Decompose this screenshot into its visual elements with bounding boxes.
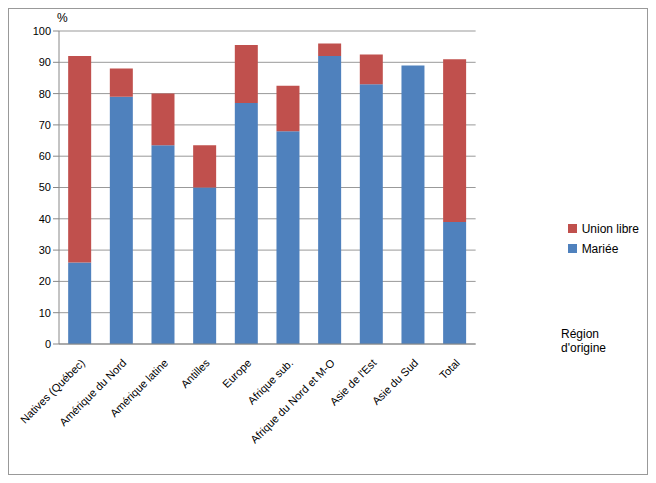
svg-text:Total: Total — [437, 357, 462, 382]
svg-text:40: 40 — [39, 213, 51, 225]
svg-text:Afrique sub.: Afrique sub. — [245, 356, 296, 407]
svg-text:90: 90 — [39, 56, 51, 68]
svg-text:Amérique du Nord: Amérique du Nord — [56, 356, 129, 429]
html-text:Région d'origine: Région d'origine — [561, 327, 606, 355]
svg-text:50: 50 — [39, 181, 51, 193]
svg-text:70: 70 — [39, 119, 51, 131]
svg-text:Afrique du Nord et M-O: Afrique du Nord et M-O — [248, 356, 337, 445]
svg-text:Asie de l'Est: Asie de l'Est — [327, 356, 379, 408]
svg-text:Antilles: Antilles — [178, 356, 212, 390]
svg-text:60: 60 — [39, 150, 51, 162]
svg-text:Natives (Québec): Natives (Québec) — [17, 356, 87, 426]
html-text:Union libre: Union libre — [581, 221, 639, 236]
html-text:Mariée: Mariée — [581, 241, 619, 256]
svg-text:Europe: Europe — [220, 357, 254, 391]
svg-text:20: 20 — [39, 275, 51, 287]
svg-text:Asie du Sud: Asie du Sud — [370, 357, 420, 407]
svg-text:100: 100 — [33, 25, 51, 37]
svg-text:10: 10 — [39, 307, 51, 319]
svg-text:80: 80 — [39, 88, 51, 100]
svg-text:Amérique latine: Amérique latine — [108, 357, 171, 420]
svg-text:0: 0 — [45, 338, 51, 350]
svg-text:30: 30 — [39, 244, 51, 256]
